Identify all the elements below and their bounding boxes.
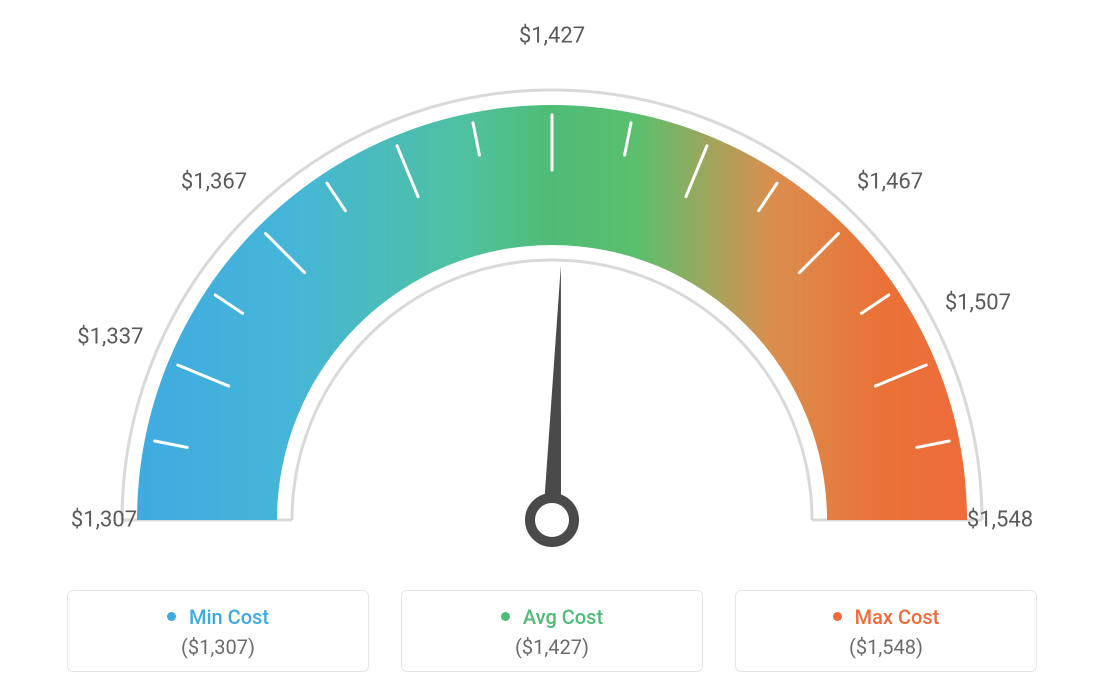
gauge-tick-label: $1,467	[857, 170, 923, 195]
gauge-svg	[0, 0, 1104, 560]
legend-value-max: ($1,548)	[736, 635, 1036, 659]
gauge-tick-label: $1,548	[967, 508, 1033, 533]
legend-row: Min Cost ($1,307) Avg Cost ($1,427) Max …	[0, 590, 1104, 672]
dot-icon	[501, 612, 510, 621]
gauge-tick-label: $1,507	[945, 290, 1011, 315]
dot-icon	[167, 612, 176, 621]
cost-gauge-chart: $1,307 $1,337 $1,367 $1,427 $1,467 $1,507 $1,5…	[0, 0, 1104, 560]
legend-title-max: Max Cost	[736, 605, 1036, 629]
legend-title-text: Avg Cost	[523, 605, 603, 629]
legend-title-text: Max Cost	[855, 605, 940, 629]
gauge-tick-label: $1,307	[71, 508, 137, 533]
legend-card-max: Max Cost ($1,548)	[735, 590, 1037, 672]
gauge-tick-label: $1,367	[181, 170, 247, 195]
gauge-tick-label: $1,337	[77, 325, 143, 350]
gauge-tick-label: $1,427	[519, 24, 585, 49]
legend-title-avg: Avg Cost	[402, 605, 702, 629]
dot-icon	[833, 612, 842, 621]
legend-card-avg: Avg Cost ($1,427)	[401, 590, 703, 672]
legend-value-min: ($1,307)	[68, 635, 368, 659]
legend-title-min: Min Cost	[68, 605, 368, 629]
legend-card-min: Min Cost ($1,307)	[67, 590, 369, 672]
legend-value-avg: ($1,427)	[402, 635, 702, 659]
legend-title-text: Min Cost	[189, 605, 269, 629]
